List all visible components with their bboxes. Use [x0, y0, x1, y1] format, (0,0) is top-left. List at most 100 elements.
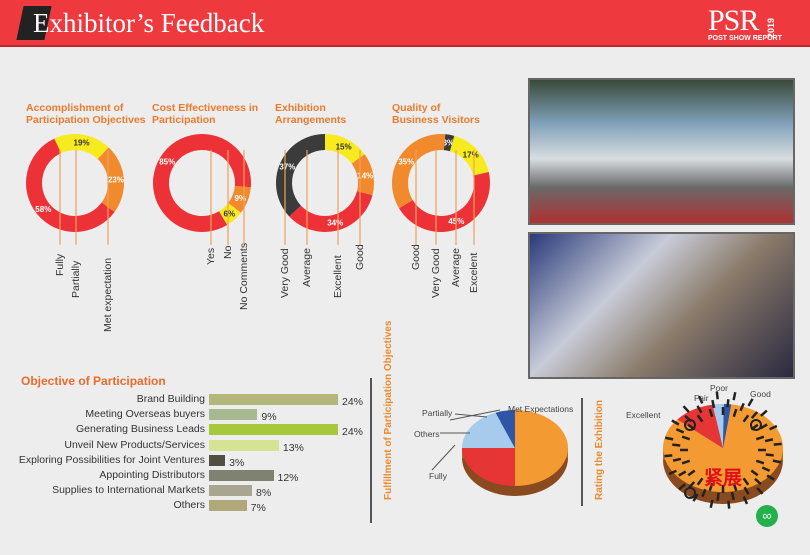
donut-value-label: 58%	[35, 205, 51, 214]
qr-mark	[708, 408, 714, 418]
bar-value-label: 8%	[256, 487, 272, 500]
bar-chart-title: Objective of Participation	[21, 374, 166, 388]
qr-mark	[732, 392, 737, 401]
bar	[209, 424, 338, 436]
donut-slice	[54, 133, 109, 160]
qr-mark	[750, 411, 759, 419]
donut-slice	[228, 185, 251, 213]
qr-mark	[678, 483, 686, 491]
donut-value-label: 35%	[398, 157, 414, 166]
qr-mark	[709, 499, 714, 508]
pie-label: Others	[414, 429, 440, 439]
pie-slice	[462, 412, 515, 448]
qr-finder	[750, 419, 762, 431]
pie-label: Good	[750, 389, 771, 399]
donut-slice	[398, 171, 490, 232]
pie-label: Fully	[429, 471, 447, 481]
divider	[370, 378, 372, 523]
qr-mark	[727, 500, 731, 509]
bar	[209, 439, 279, 451]
qr-mark	[665, 436, 674, 441]
donut-value-label: 6%	[224, 210, 236, 219]
donut-value-label: 3%	[443, 139, 455, 148]
donut-value-label: 17%	[463, 151, 479, 160]
donut-title-visitors: Quality of Business Visitors	[392, 102, 480, 126]
bar-category-label: Meeting Overseas buyers	[85, 408, 205, 421]
bar-value-label: 12%	[277, 472, 299, 484]
qr-mark	[747, 398, 754, 407]
pie-label: Partially	[422, 408, 453, 418]
bar-value-label: 24%	[342, 396, 364, 408]
qr-mark	[692, 493, 699, 502]
leader-line	[449, 409, 501, 421]
qr-mark	[708, 482, 714, 492]
donut-value-label: 34%	[327, 219, 343, 228]
donut-value-label: 9%	[234, 194, 246, 203]
bar	[209, 470, 274, 481]
qr-mark	[772, 459, 781, 464]
bar	[209, 500, 247, 512]
donut-value-label: 15%	[336, 142, 352, 151]
donut-slice	[392, 134, 446, 209]
qr-mark	[750, 469, 759, 477]
qr-mark	[681, 435, 691, 441]
donut-slice	[351, 154, 374, 196]
qr-mark	[769, 424, 778, 431]
brand-subtitle: POST SHOW REPORT	[708, 35, 782, 42]
qr-mark	[732, 482, 738, 492]
donut-slice	[97, 147, 125, 212]
pie-label: Met Expectations	[508, 404, 574, 414]
qr-mark	[671, 419, 680, 426]
qr-mark	[761, 466, 771, 472]
bar-category-label: Brand Building	[136, 393, 205, 405]
bar-value-label: 9%	[261, 411, 277, 424]
bar-value-label: 3%	[229, 456, 245, 469]
bar-category-label: Supplies to International Markets	[52, 484, 205, 497]
qr-mark	[760, 409, 768, 417]
bar	[209, 485, 252, 497]
qr-mark	[696, 414, 704, 423]
donut-slice	[152, 133, 251, 232]
page-title: Exhibitor’s Feedback	[33, 8, 265, 38]
pie-slice	[723, 404, 732, 448]
qr-mark	[687, 481, 696, 489]
header-banner: Exhibitor’s Feedback PSR 2019 POST SHOW …	[0, 0, 810, 47]
donut-slice	[218, 203, 241, 226]
donut-slice	[443, 134, 455, 152]
brand-logo: PSR	[708, 4, 759, 37]
divider	[581, 398, 583, 506]
donut-value-label: 37%	[279, 163, 295, 172]
qr-mark	[675, 428, 685, 434]
qr-mark	[716, 492, 720, 501]
bar-category-label: Others	[173, 499, 205, 512]
donut-slice	[325, 134, 365, 164]
donut-title-arrangements: Exhibition Arrangements	[275, 102, 347, 126]
donut-value-label: 85%	[159, 157, 175, 166]
leader-line	[454, 413, 488, 418]
pie-label: Excellent	[626, 410, 661, 420]
qr-mark	[765, 453, 774, 457]
donut-value-label: 19%	[74, 139, 90, 148]
bar	[209, 394, 338, 405]
qr-mark	[755, 435, 765, 441]
qr-mark	[682, 405, 690, 413]
pie-label: Fair	[694, 393, 709, 403]
leader-line	[431, 444, 456, 471]
qr-mark	[739, 402, 745, 412]
qr-mark	[701, 488, 707, 498]
mini-program-icon[interactable]: ∞	[756, 505, 778, 527]
qr-mark	[743, 486, 750, 495]
qr-mark	[687, 469, 696, 477]
pie-slice	[495, 410, 515, 448]
qr-mark	[730, 491, 735, 501]
donut-slice	[276, 134, 325, 217]
donut-slice	[26, 138, 115, 232]
pie-label: Poor	[710, 383, 728, 393]
bar-category-label: Appointing Distributors	[99, 469, 205, 481]
pie-slice	[515, 410, 568, 486]
bar-value-label: 13%	[282, 441, 304, 454]
qr-mark	[732, 408, 738, 418]
qr-mark	[696, 405, 703, 414]
